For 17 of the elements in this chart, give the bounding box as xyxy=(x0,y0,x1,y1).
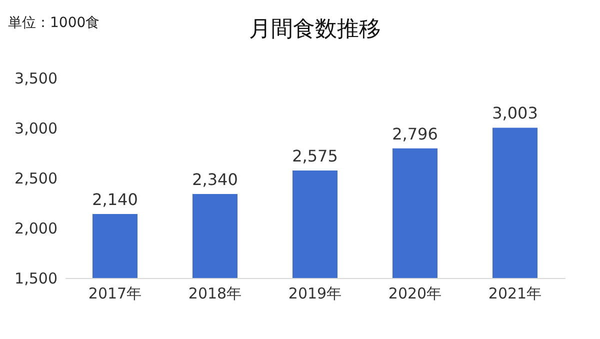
y-tick-label: 3,500 xyxy=(14,70,58,88)
x-tick-label: 2019年 xyxy=(288,284,342,302)
y-tick-label: 1,500 xyxy=(14,270,58,288)
x-tick-label: 2018年 xyxy=(188,284,242,302)
text: 単位：1000食 xyxy=(8,14,100,32)
x-tick-label: 2021年 xyxy=(488,284,542,302)
data-label: 2,140 xyxy=(92,190,138,209)
data-label: 2,796 xyxy=(392,124,438,144)
y-tick-label: 2,000 xyxy=(14,220,58,238)
x-tick-label: 2020年 xyxy=(388,284,442,302)
data-label: 3,003 xyxy=(492,104,538,123)
y-tick-label: 3,000 xyxy=(14,120,58,138)
data-label: 2,340 xyxy=(192,170,238,189)
y-tick-label: 2,500 xyxy=(14,170,58,188)
data-label: 2,575 xyxy=(292,146,338,166)
chart-title: 月間食数推移 xyxy=(249,17,381,42)
x-tick-label: 2017年 xyxy=(88,284,142,302)
